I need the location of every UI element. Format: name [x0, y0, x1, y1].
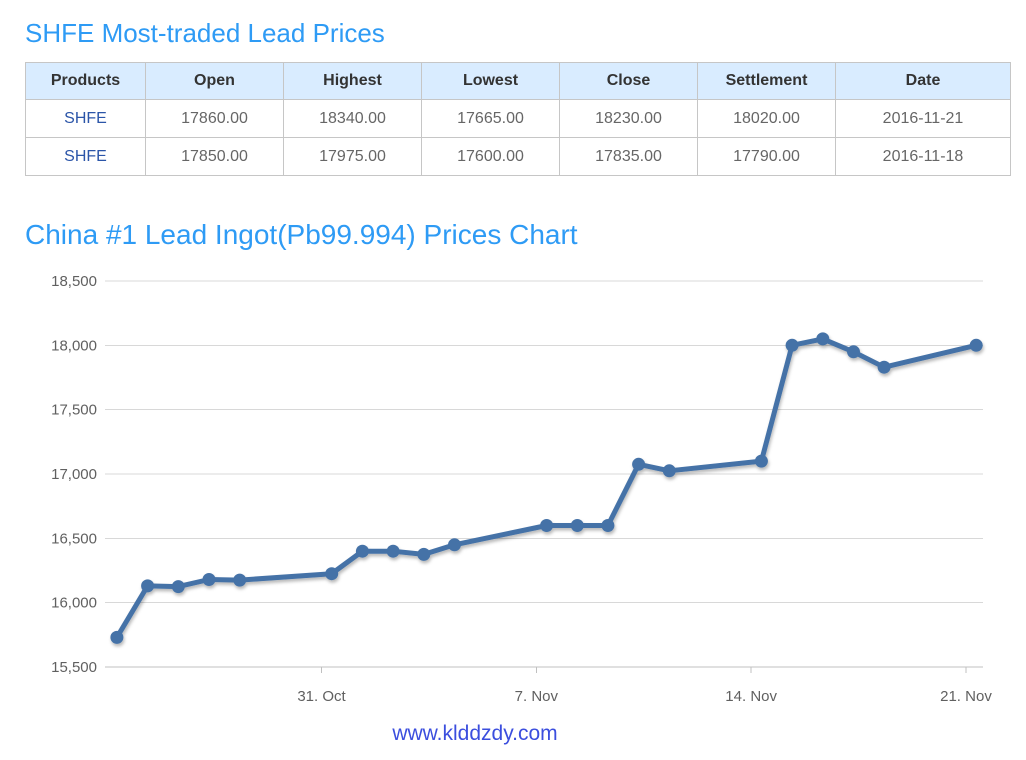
data-point[interactable]: [816, 332, 830, 346]
price-line: [114, 336, 979, 640]
close-cell: 18230.00: [559, 99, 698, 138]
data-point[interactable]: [141, 579, 155, 593]
data-point[interactable]: [386, 544, 400, 558]
date-cell: 2016-11-21: [835, 99, 1011, 138]
column-header-settlement: Settlement: [697, 62, 836, 100]
product-link[interactable]: SHFE: [64, 147, 107, 165]
data-point[interactable]: [969, 338, 983, 352]
x-axis-label: 14. Nov: [725, 688, 777, 705]
table-header-row: Products Open Highest Lowest Close Settl…: [25, 62, 1011, 100]
open-cell: 17850.00: [145, 137, 284, 176]
prices-table: Products Open Highest Lowest Close Settl…: [25, 62, 1011, 176]
column-header-open: Open: [145, 62, 284, 100]
column-header-products: Products: [25, 62, 146, 100]
data-point[interactable]: [417, 547, 431, 561]
data-point[interactable]: [325, 567, 339, 581]
price-chart: 15,500 16,000 16,500 17,000 17,500 18,000 18,5…: [0, 252, 1026, 722]
y-axis-label: 15,500: [51, 659, 97, 676]
product-cell: SHFE: [25, 137, 146, 176]
x-axis-label: 7. Nov: [515, 688, 559, 705]
column-header-highest: Highest: [283, 62, 422, 100]
data-point[interactable]: [632, 457, 646, 471]
site-link[interactable]: www.klddzdy.com: [392, 722, 558, 745]
price-chart-canvas: 15,500 16,000 16,500 17,000 17,500 18,000 18,5…: [51, 273, 992, 705]
product-link[interactable]: SHFE: [64, 109, 107, 127]
settlement-cell: 18020.00: [697, 99, 836, 138]
y-axis-label: 18,500: [51, 273, 97, 290]
y-axis-label: 17,000: [51, 466, 97, 483]
y-axis-label: 17,500: [51, 402, 97, 419]
y-axis-label: 18,000: [51, 337, 97, 354]
column-header-lowest: Lowest: [421, 62, 560, 100]
product-cell: SHFE: [25, 99, 146, 138]
highest-cell: 18340.00: [283, 99, 422, 138]
data-point[interactable]: [847, 345, 860, 359]
data-point[interactable]: [355, 544, 369, 558]
price-series: [110, 332, 983, 644]
data-point[interactable]: [233, 573, 247, 587]
data-point[interactable]: [754, 454, 768, 468]
data-point[interactable]: [110, 630, 124, 644]
lowest-cell: 17665.00: [421, 99, 560, 138]
y-axis-label: 16,500: [51, 530, 97, 547]
column-header-date: Date: [835, 62, 1011, 100]
prices-table-body: SHFE 17860.00 18340.00 17665.00 18230.00 1802…: [25, 99, 1011, 176]
data-point[interactable]: [877, 360, 891, 374]
date-cell: 2016-11-18: [835, 137, 1011, 176]
table-row: SHFE 17850.00 17975.00 17600.00 17835.00 1779…: [25, 137, 1011, 176]
data-point[interactable]: [540, 519, 554, 532]
chart-title: China #1 Lead Ingot(Pb99.994) Prices Cha…: [25, 219, 578, 250]
data-point[interactable]: [570, 519, 584, 532]
data-point[interactable]: [171, 580, 185, 594]
data-point[interactable]: [662, 464, 676, 478]
data-point[interactable]: [785, 338, 799, 352]
table-section-title: SHFE Most-traded Lead Prices: [25, 18, 385, 48]
lowest-cell: 17600.00: [421, 137, 560, 176]
open-cell: 17860.00: [145, 99, 284, 138]
highest-cell: 17975.00: [283, 137, 422, 176]
x-axis-label: 21. Nov: [940, 688, 992, 705]
y-axis-label: 16,000: [51, 595, 97, 612]
settlement-cell: 17790.00: [697, 137, 836, 176]
data-point[interactable]: [202, 573, 216, 586]
data-point[interactable]: [601, 519, 615, 532]
close-cell: 17835.00: [559, 137, 698, 176]
data-point[interactable]: [448, 538, 461, 552]
table-row: SHFE 17860.00 18340.00 17665.00 18230.00 1802…: [25, 99, 1011, 138]
column-header-close: Close: [559, 62, 698, 100]
x-axis-label: 31. Oct: [297, 688, 346, 705]
